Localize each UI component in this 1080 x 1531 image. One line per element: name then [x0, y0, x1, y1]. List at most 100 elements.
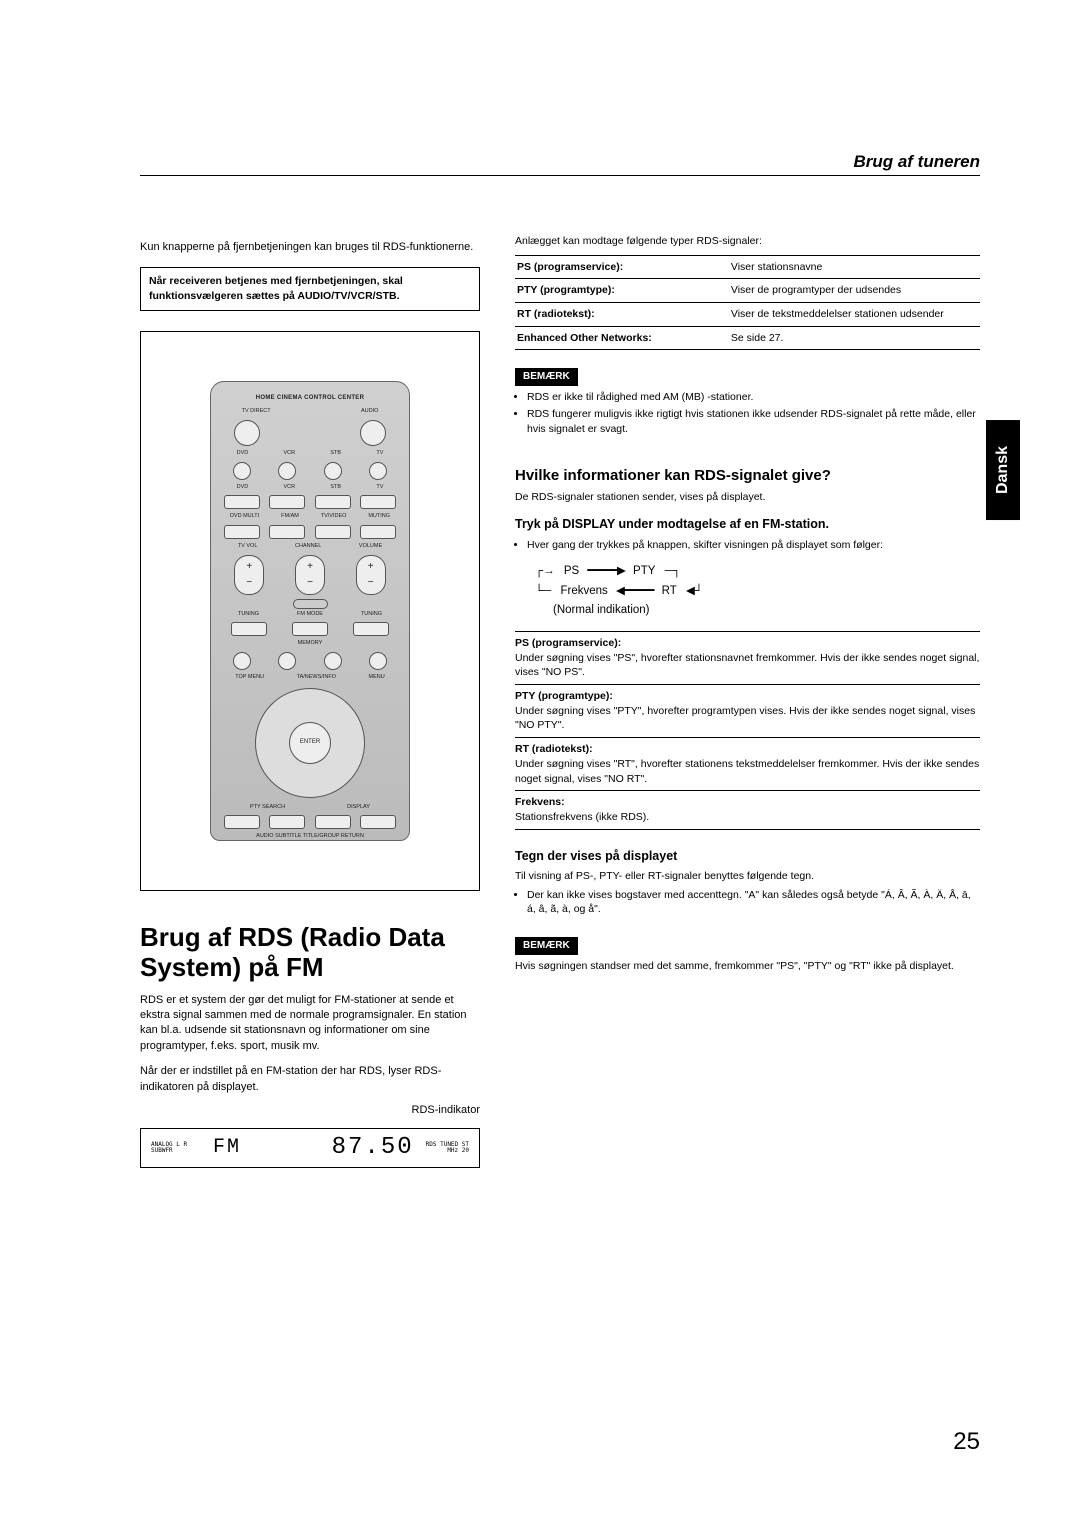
remote-label: TUNING	[361, 611, 382, 619]
remote-button	[224, 495, 260, 509]
remote-label: DVD MULTI	[230, 513, 259, 521]
remote-button	[369, 462, 387, 480]
remote-label: DVD	[237, 484, 249, 492]
display-analog: ANALOG L R SUBWFR	[151, 1142, 201, 1155]
remote-label: AUDIO	[361, 408, 378, 416]
remote-label: AUDIO SUBTITLE TITLE/GROUP RETURN	[219, 833, 401, 841]
remote-button	[224, 525, 260, 539]
flow-node: PTY	[633, 562, 655, 582]
flow-node: RT	[662, 582, 677, 602]
definition-block: PS (programservice): Under søgning vises…	[515, 631, 980, 830]
remote-button	[278, 462, 296, 480]
remote-body: HOME CINEMA CONTROL CENTER TV DIRECT AUD…	[210, 381, 410, 841]
remote-label: STB	[330, 450, 341, 458]
page-number: 25	[953, 1428, 980, 1456]
language-tab: Dansk	[986, 420, 1020, 520]
rds-indicator-label: RDS-indikator	[140, 1103, 480, 1118]
remote-label: FM MODE	[297, 611, 323, 619]
note-text: Hvis søgningen standser med det samme, f…	[515, 959, 980, 974]
remote-label: TOP MENU	[235, 674, 264, 682]
volume-rocker: +−	[356, 555, 386, 595]
display-freq: 87.50	[332, 1131, 414, 1165]
remote-button	[360, 815, 396, 829]
top-rule	[140, 175, 980, 176]
remote-label: FM/AM	[281, 513, 299, 521]
table-cell: RT (radiotekst):	[515, 303, 729, 327]
mode-slider	[293, 599, 328, 609]
def-term: Frekvens:	[515, 790, 980, 810]
remote-button	[360, 525, 396, 539]
remote-button	[315, 495, 351, 509]
channel-rocker: +−	[295, 555, 325, 595]
signal-table: PS (programservice): Viser stationsnavne…	[515, 255, 980, 351]
table-cell: Enhanced Other Networks:	[515, 326, 729, 350]
remote-illustration: HOME CINEMA CONTROL CENTER TV DIRECT AUD…	[140, 331, 480, 891]
def-desc: Stationsfrekvens (ikke RDS).	[515, 810, 980, 830]
remote-label: TV VOL	[238, 543, 258, 551]
remote-button	[324, 462, 342, 480]
def-term: RT (radiotekst):	[515, 737, 980, 757]
left-intro: Kun knapperne på fjernbetjeningen kan br…	[140, 240, 480, 255]
remote-label: MUTING	[368, 513, 390, 521]
remote-label: MEMORY	[219, 640, 401, 648]
table-cell: Viser stationsnavne	[729, 255, 980, 279]
list-item: RDS fungerer muligvis ikke rigtigt hvis …	[527, 407, 980, 436]
remote-button	[269, 525, 305, 539]
remote-header: HOME CINEMA CONTROL CENTER	[219, 394, 401, 402]
remote-label: VCR	[284, 484, 296, 492]
subheading: Hvilke informationer kan RDS-signalet gi…	[515, 465, 980, 486]
remote-label: TA/NEWS/INFO	[297, 674, 336, 682]
sub-text: Til visning af PS-, PTY- eller RT-signal…	[515, 869, 980, 884]
remote-button	[292, 622, 328, 636]
remote-button	[369, 652, 387, 670]
table-row: RT (radiotekst): Viser de tekstmeddelels…	[515, 303, 980, 327]
note-badge: BEMÆRK	[515, 368, 578, 386]
remote-label: TV	[376, 484, 383, 492]
table-cell: PS (programservice):	[515, 255, 729, 279]
power-button	[234, 420, 260, 446]
table-row: PS (programservice): Viser stationsnavne	[515, 255, 980, 279]
note-box: Når receiveren betjenes med fjernbetjeni…	[140, 267, 480, 310]
remote-button	[233, 462, 251, 480]
remote-button	[269, 495, 305, 509]
list-item: Der kan ikke vises bogstaver med accentt…	[527, 888, 980, 917]
remote-button	[315, 815, 351, 829]
remote-button	[231, 622, 267, 636]
table-row: PTY (programtype): Viser de programtyper…	[515, 279, 980, 303]
section-title: Brug af tuneren	[853, 152, 980, 172]
audio-power-button	[360, 420, 386, 446]
subheading-bold: Tryk på DISPLAY under modtagelse af en F…	[515, 516, 980, 534]
paragraph: RDS er et system der gør det muligt for …	[140, 993, 480, 1055]
list-item: Hver gang der trykkes på knappen, skifte…	[527, 538, 980, 553]
table-row: Enhanced Other Networks: Se side 27.	[515, 326, 980, 350]
remote-label: TV	[376, 450, 383, 458]
def-desc: Under søgning vises "RT", hvorefter stat…	[515, 757, 980, 790]
paragraph: Når der er indstillet på en FM-station d…	[140, 1064, 480, 1095]
remote-button	[315, 525, 351, 539]
fm-display: ANALOG L R SUBWFR FM 87.50 RDS TUNED ST …	[140, 1128, 480, 1168]
remote-label: TV/VIDEO	[321, 513, 347, 521]
remote-button	[224, 815, 260, 829]
flow-diagram: ┌→ PS ━━━━━▶ PTY ─┐ └─ Frekvens ◀━━━━━ R…	[535, 562, 980, 621]
display-right: RDS TUNED ST MHz 20	[426, 1142, 469, 1155]
remote-label: VOLUME	[359, 543, 382, 551]
table-cell: Viser de tekstmeddelelser stationen udse…	[729, 303, 980, 327]
right-intro: Anlægget kan modtage følgende typer RDS-…	[515, 234, 980, 249]
table-cell: Se side 27.	[729, 326, 980, 350]
tv-vol-rocker: +−	[234, 555, 264, 595]
note-badge: BEMÆRK	[515, 937, 578, 955]
bullet-list: Hver gang der trykkes på knappen, skifte…	[515, 538, 980, 553]
remote-button	[269, 815, 305, 829]
main-heading: Brug af RDS (Radio Data System) på FM	[140, 923, 480, 983]
def-desc: Under søgning vises "PTY", hvorefter pro…	[515, 704, 980, 737]
remote-label: MENU	[369, 674, 385, 682]
list-item: RDS er ikke til rådighed med AM (MB) -st…	[527, 390, 980, 405]
remote-label: TV DIRECT	[242, 408, 271, 416]
flow-node: PS	[564, 562, 579, 582]
note-list: RDS er ikke til rådighed med AM (MB) -st…	[515, 390, 980, 436]
dpad	[255, 688, 365, 798]
display-band: FM	[213, 1134, 241, 1162]
flow-node: Frekvens	[561, 582, 608, 602]
remote-label: DISPLAY	[347, 804, 370, 812]
def-desc: Under søgning vises "PS", hvorefter stat…	[515, 651, 980, 684]
